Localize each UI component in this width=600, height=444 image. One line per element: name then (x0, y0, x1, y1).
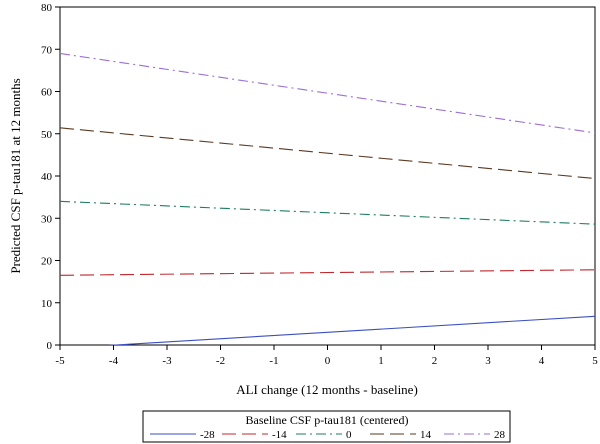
legend-label-4: 28 (494, 429, 506, 441)
legend-label-0: -28 (200, 429, 215, 441)
legend-items: -28 -14 0 14 28 (150, 429, 506, 441)
y-tick-label: 50 (41, 129, 53, 141)
x-tick-label: -4 (109, 355, 119, 367)
legend-title: Baseline CSF p-tau181 (centered) (246, 413, 409, 427)
x-tick-label: -1 (269, 355, 278, 367)
series-line-4 (60, 52, 595, 134)
x-tick-label: 0 (325, 355, 331, 367)
y-tick-label: 0 (47, 340, 53, 352)
legend-label-3: 14 (420, 429, 432, 441)
series-line-3 (60, 127, 595, 180)
y-tick-label: 70 (41, 44, 53, 56)
x-axis-title: ALI change (12 months - baseline) (236, 382, 418, 397)
series-line-0 (107, 315, 595, 345)
x-tick-label: 2 (432, 355, 438, 367)
y-axis-title: Predicted CSF p-tau181 at 12 months (8, 78, 23, 273)
plot-area (59, 6, 596, 346)
y-tick-label: 20 (41, 256, 53, 268)
x-tick-label: 1 (378, 355, 384, 367)
legend: Baseline CSF p-tau181 (centered) -28 -14 0… (142, 410, 511, 443)
y-axis: 0 10 20 30 40 50 60 70 80 (41, 2, 60, 352)
y-tick-label: 10 (41, 298, 53, 310)
series-line-1 (60, 269, 595, 276)
series-line-2 (60, 200, 595, 225)
x-tick-label: 4 (539, 355, 545, 367)
x-tick-label: 5 (592, 355, 598, 367)
x-tick-label: -5 (55, 355, 65, 367)
y-tick-label: 30 (41, 213, 53, 225)
y-tick-label: 60 (41, 87, 53, 99)
plot-frame (59, 6, 596, 346)
x-tick-label: -3 (162, 355, 172, 367)
x-axis: -5 -4 -3 -2 -1 0 1 2 3 4 5 (55, 345, 598, 367)
x-tick-label: 3 (485, 355, 491, 367)
legend-label-2: 0 (346, 429, 352, 441)
y-tick-label: 80 (41, 2, 53, 14)
legend-box (142, 410, 511, 443)
legend-label-1: -14 (272, 429, 287, 441)
y-tick-label: 40 (41, 171, 53, 183)
x-tick-label: -2 (216, 355, 225, 367)
